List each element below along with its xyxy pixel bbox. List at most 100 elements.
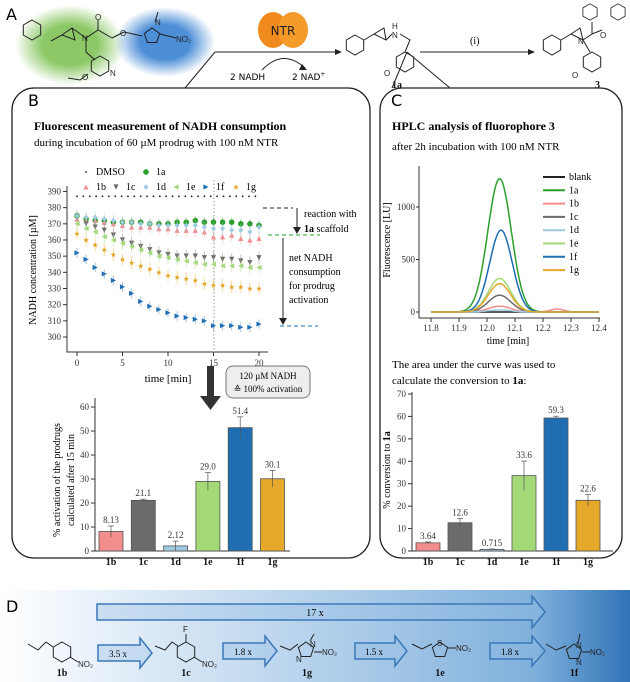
reaction-annotation: reaction with 1a scaffold net NADH consu… [263,207,356,327]
data-point [171,195,174,198]
data-point [110,237,116,243]
atom-label: O [572,71,578,80]
y-tick-label: 350 [48,251,62,261]
category-label: 1e [203,557,213,568]
step-fold-arrow: 1.8 x [222,633,278,669]
x-tick-label: 0 [75,358,80,368]
data-point [229,263,235,269]
data-point [165,255,171,261]
data-point [192,277,198,284]
data-point [165,310,171,316]
data-point [228,219,235,225]
data-point [190,195,193,198]
compound-1e-structure: S NO₂ [411,639,471,657]
data-point [238,284,244,290]
data-point [183,314,189,321]
data-point [138,224,144,230]
data-point [174,274,180,280]
annotation-text: reaction with [304,209,356,220]
data-point [192,260,198,266]
data-point [229,227,235,233]
trigger-highlight [115,7,215,77]
data-point [216,195,219,198]
data-point [76,195,78,198]
value-label: 30.1 [265,459,281,469]
bar-1g [575,499,601,552]
data-point [165,195,168,198]
atom-label: H [392,22,398,31]
x-tick-label: 11.8 [423,323,439,333]
data-point [235,195,238,198]
legend-label: 1c [126,182,136,193]
panel-label-d: D [6,597,18,616]
data-point [74,250,80,256]
value-label: 29.0 [200,462,216,472]
data-point [92,217,98,224]
data-point [120,195,123,198]
conversion-bar-chart: % conversion to 1a 0 10 20 30 40 50 60 70 3.64 1b… [382,389,613,568]
x-tick-label: 10 [164,358,174,368]
category-label: 1b [423,557,434,568]
y-axis-label: % conversion to 1a [382,431,393,509]
atom-label: N [576,641,582,650]
panel-c-title: HPLC analysis of fluorophore 3 [392,119,555,133]
data-point [146,195,148,198]
hplc-chart: Fluorescence [LU] time [min] 0 500 1000 11.… [382,166,607,347]
atom-label: NO₂ [456,644,471,653]
atom-label: O [95,13,101,22]
data-point [233,184,239,190]
data-point [238,235,244,241]
data-point [147,247,153,253]
value-label: 22.6 [580,484,596,494]
data-point [119,256,126,262]
data-point [156,250,162,256]
data-point [101,227,107,233]
data-point [192,316,198,322]
atom-label: N [110,69,116,78]
legend-label: 1f [216,182,225,193]
x-tick-label: 15 [209,358,219,368]
y-tick-label: 380 [48,203,62,213]
data-point [183,227,189,233]
data-point [101,234,107,240]
data-point [247,285,253,292]
data-point [254,195,257,198]
step-fold-arrow: 1.5 x [354,633,408,669]
callout-text: ≙ 100% activation [234,384,303,394]
annotation-text: net NADH [289,253,333,264]
data-point [156,222,162,229]
data-point [248,195,250,198]
data-point [201,229,207,235]
data-point [101,247,107,253]
step-label: (i) [470,36,479,47]
x-tick-label: 11.9 [451,323,467,333]
data-point [127,195,129,198]
data-point [178,195,180,198]
data-point [110,277,116,284]
compound-label: 1e [435,668,445,679]
compound-label: 1f [570,668,579,679]
panel-label-c: C [391,91,402,110]
y-tick-label: 1000 [397,202,416,212]
data-point [129,224,135,230]
data-point [183,258,189,264]
ntr-enzyme-icon: NTR [258,12,308,48]
y-tick-label: 390 [48,186,62,196]
legend-label: 1d [569,225,579,236]
data-point [152,195,155,198]
y-tick-label: 360 [48,235,62,245]
atom-label: NO₂ [176,35,191,44]
callout-box: 120 µM NADH ≙ 100% activation [225,365,311,399]
data-point [74,230,80,237]
data-point [83,226,89,232]
data-point [247,324,253,330]
bar-1c [130,499,156,552]
data-point [197,195,199,198]
data-point [119,284,126,290]
y-axis-label: Fluorescence [LU] [382,202,393,277]
series-1d [74,209,262,239]
scaffold-highlight [15,5,125,85]
value-label: 59.3 [548,405,564,415]
data-point [220,323,226,329]
enzyme-label: NTR [271,24,296,38]
